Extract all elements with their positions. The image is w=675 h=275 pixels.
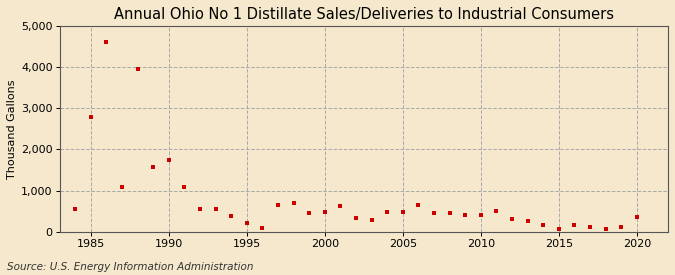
Point <box>569 223 580 227</box>
Point <box>616 225 626 229</box>
Point <box>179 185 190 189</box>
Point <box>600 226 611 231</box>
Point <box>304 211 315 216</box>
Point <box>382 210 393 214</box>
Point <box>257 226 268 230</box>
Point <box>319 210 330 214</box>
Point <box>101 40 112 45</box>
Point <box>398 210 408 214</box>
Point <box>211 207 221 211</box>
Point <box>226 214 237 218</box>
Point <box>148 164 159 169</box>
Point <box>460 212 470 217</box>
Point <box>444 211 455 215</box>
Y-axis label: Thousand Gallons: Thousand Gallons <box>7 79 17 179</box>
Point <box>163 158 174 162</box>
Point <box>507 217 518 221</box>
Point <box>288 200 299 205</box>
Point <box>242 221 252 225</box>
Text: Source: U.S. Energy Information Administration: Source: U.S. Energy Information Administ… <box>7 262 253 272</box>
Title: Annual Ohio No 1 Distillate Sales/Deliveries to Industrial Consumers: Annual Ohio No 1 Distillate Sales/Delive… <box>114 7 614 22</box>
Point <box>554 227 564 231</box>
Point <box>429 211 439 215</box>
Point <box>86 114 97 119</box>
Point <box>335 204 346 208</box>
Point <box>70 207 81 211</box>
Point <box>491 209 502 213</box>
Point <box>522 219 533 223</box>
Point <box>413 202 424 207</box>
Point <box>194 207 205 211</box>
Point <box>631 214 642 219</box>
Point <box>585 224 595 229</box>
Point <box>273 203 284 207</box>
Point <box>117 184 128 189</box>
Point <box>538 223 549 227</box>
Point <box>475 213 486 218</box>
Point <box>132 67 143 71</box>
Point <box>367 218 377 222</box>
Point <box>351 216 362 221</box>
